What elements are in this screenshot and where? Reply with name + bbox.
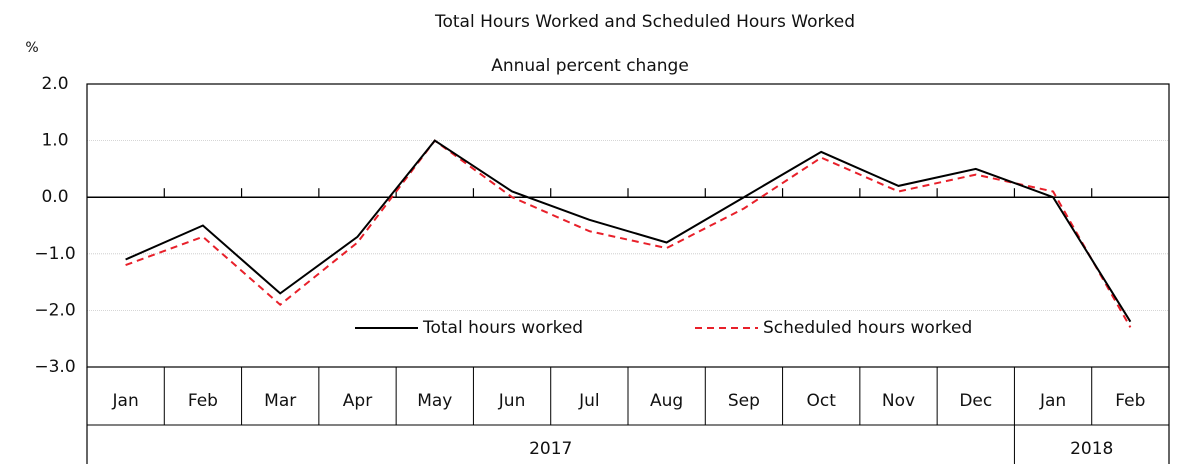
x-tick-label: Oct bbox=[807, 391, 837, 411]
year-label: 2018 bbox=[1070, 439, 1113, 459]
x-tick-label: Mar bbox=[264, 391, 296, 411]
x-tick-label: Dec bbox=[959, 391, 992, 411]
y-unit: % bbox=[25, 40, 38, 56]
x-tick-label: Nov bbox=[882, 391, 915, 411]
series-line bbox=[125, 139, 1132, 328]
x-tick-label: Jan bbox=[1039, 391, 1066, 411]
y-tick-label: −1.0 bbox=[34, 244, 75, 264]
year-label: 2017 bbox=[529, 439, 572, 459]
x-tick-label: Sep bbox=[728, 391, 760, 411]
y-tick-label: 2.0 bbox=[41, 74, 68, 94]
legend-label: Total hours worked bbox=[422, 318, 583, 338]
plot-border bbox=[86, 83, 1170, 368]
x-tick-label: May bbox=[417, 391, 452, 411]
chart-title: Total Hours Worked and Scheduled Hours W… bbox=[434, 12, 855, 32]
y-tick-label: 1.0 bbox=[41, 131, 68, 151]
chart-subtitle: Annual percent change bbox=[491, 56, 689, 76]
series-line bbox=[125, 139, 1132, 323]
y-tick-label: 0.0 bbox=[41, 187, 68, 207]
x-tick-label: Jan bbox=[112, 391, 139, 411]
x-tick-label: Aug bbox=[650, 391, 683, 411]
x-tick-label: Feb bbox=[188, 391, 218, 411]
x-tick-label: Jul bbox=[578, 391, 600, 411]
x-tick-label: Jun bbox=[498, 391, 526, 411]
x-tick-label: Apr bbox=[343, 391, 372, 411]
x-tick-label: Feb bbox=[1115, 391, 1145, 411]
y-tick-label: −2.0 bbox=[34, 300, 75, 320]
y-tick-label: −3.0 bbox=[34, 357, 75, 377]
legend-label: Scheduled hours worked bbox=[763, 318, 972, 338]
